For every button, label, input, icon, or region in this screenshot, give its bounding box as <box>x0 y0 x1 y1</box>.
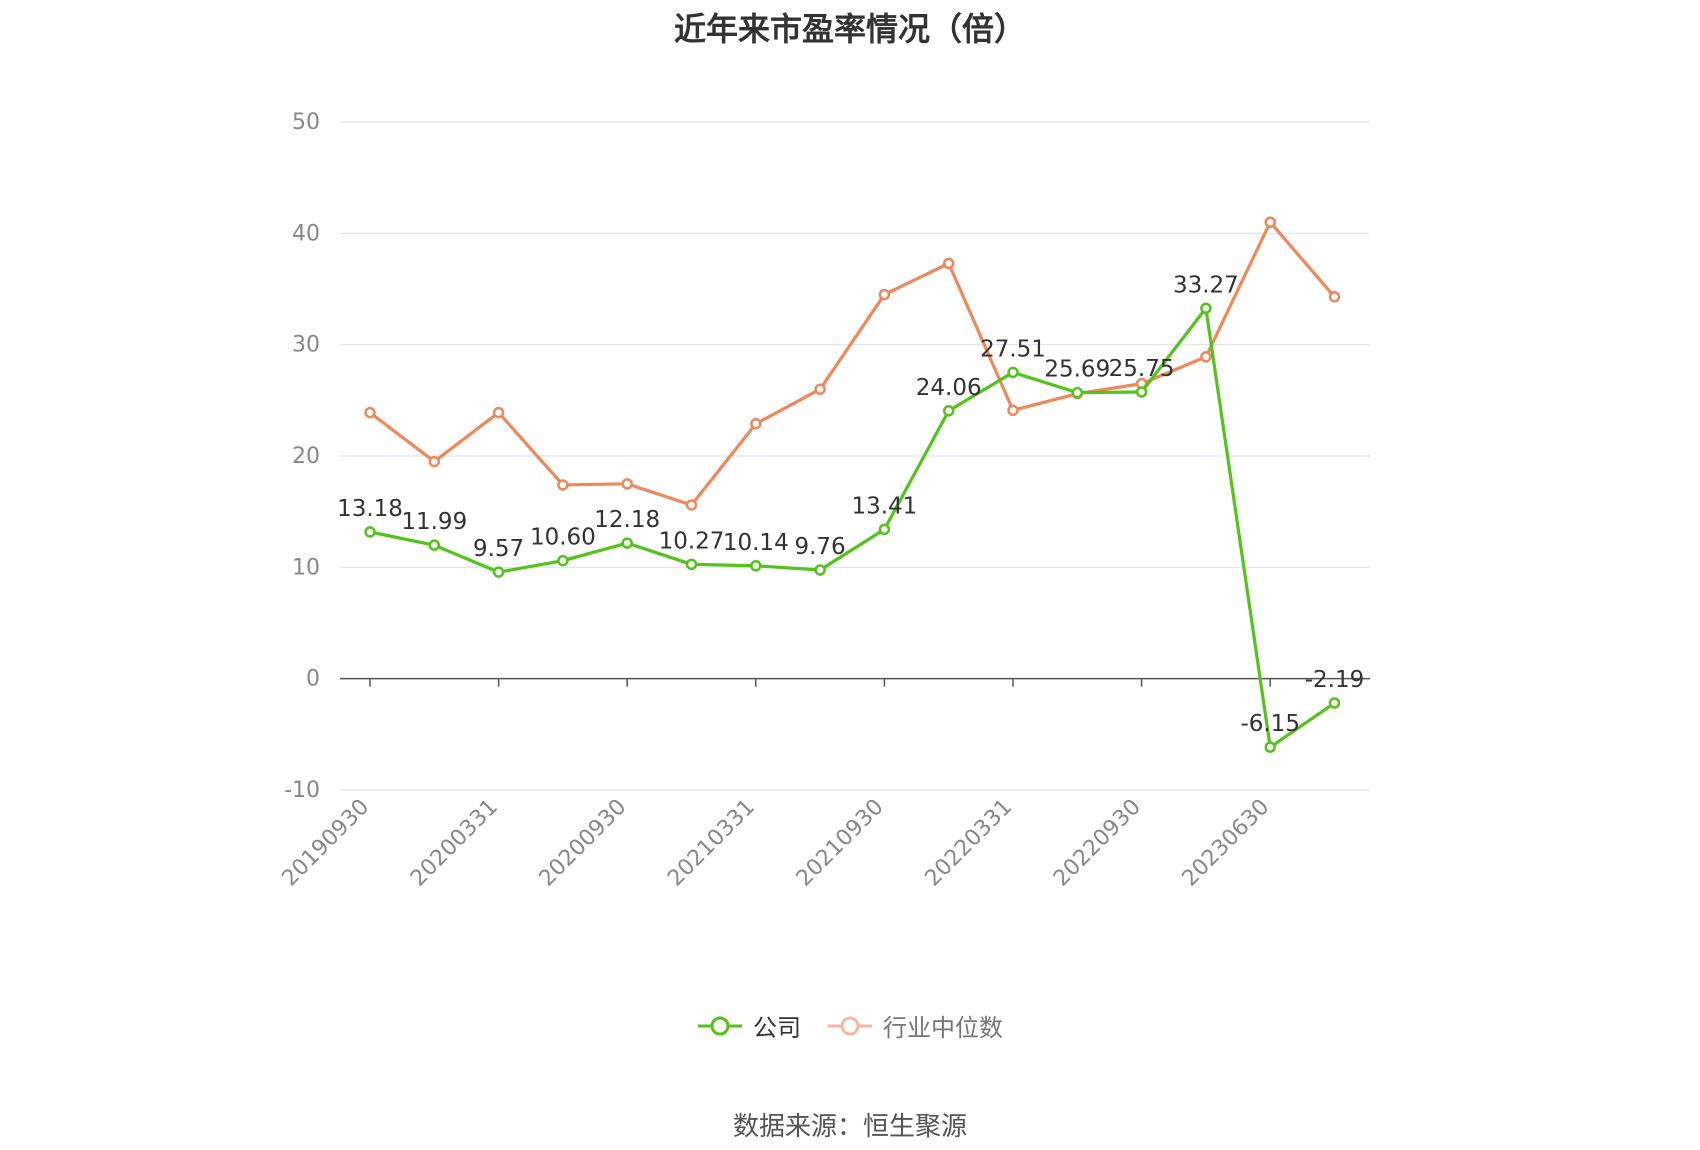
data-point-1 <box>1200 351 1212 363</box>
data-point-1 <box>621 478 633 490</box>
data-label: 24.06 <box>916 375 982 401</box>
data-point-0 <box>750 560 762 572</box>
data-point-0 <box>685 558 698 571</box>
data-point-0 <box>1007 366 1019 379</box>
legend-item-company[interactable]: 公司 <box>697 1008 801 1043</box>
data-label: 12.18 <box>594 507 660 533</box>
data-label: 25.69 <box>1044 357 1110 383</box>
grid <box>340 121 1370 791</box>
x-tick-label: 20220331 <box>920 795 1017 892</box>
legend-label-company: 公司 <box>753 1014 801 1042</box>
data-label: 27.51 <box>980 336 1046 362</box>
data-point-1 <box>750 417 762 430</box>
data-point-0 <box>942 405 955 417</box>
data-point-1 <box>1007 404 1019 417</box>
data-label: 9.57 <box>473 536 524 562</box>
y-tick-label: 30 <box>292 333 320 358</box>
x-tick-label: 20220930 <box>1049 795 1146 892</box>
data-point-0 <box>1264 741 1276 753</box>
data-label: 9.76 <box>794 534 845 560</box>
data-point-1 <box>942 257 955 270</box>
industry-legend-icon <box>828 1016 872 1035</box>
data-label: 10.27 <box>659 528 725 554</box>
data-point-0 <box>492 566 505 578</box>
data-label: 13.41 <box>851 493 917 519</box>
data-point-1 <box>557 479 569 491</box>
x-tick-label: 20210930 <box>792 795 889 892</box>
data-point-0 <box>1328 697 1341 709</box>
data-point-0 <box>1135 386 1148 398</box>
data-point-0 <box>557 554 569 567</box>
data-label: -6.15 <box>1240 711 1300 737</box>
data-point-1 <box>1328 291 1341 303</box>
data-source: 数据来源：恒生聚源 <box>732 1112 967 1142</box>
data-label: 10.14 <box>723 530 789 556</box>
x-tick-label: 20190930 <box>277 795 374 892</box>
series-line-1 <box>369 220 1336 507</box>
data-point-1 <box>1264 216 1276 228</box>
series <box>364 216 1341 753</box>
company-legend-icon <box>698 1016 742 1035</box>
data-point-0 <box>621 537 633 549</box>
data-point-0 <box>1200 302 1212 315</box>
data-point-1 <box>685 499 698 511</box>
data-point-0 <box>878 523 891 536</box>
data-point-0 <box>364 526 376 538</box>
data-label: 33.27 <box>1173 272 1239 298</box>
data-point-1 <box>364 406 376 419</box>
data-point-1 <box>878 288 891 301</box>
line-chart: -10 0 10 20 30 40 50 20190930 20200331 20200930 20… <box>277 110 1370 891</box>
data-point-0 <box>428 539 441 551</box>
y-tick-label: 50 <box>292 110 320 135</box>
x-tick-label: 20210331 <box>663 795 760 892</box>
y-tick-label: -10 <box>284 778 320 803</box>
series-line-0 <box>369 306 1336 749</box>
data-point-0 <box>814 564 826 576</box>
data-point-1 <box>492 406 505 419</box>
y-tick-label: 10 <box>292 555 320 580</box>
y-tick-label: 40 <box>292 221 320 246</box>
data-label: 10.60 <box>530 525 596 551</box>
legend-label-industry: 行业中位数 <box>883 1014 1003 1042</box>
data-point-1 <box>428 455 441 468</box>
data-point-1 <box>814 383 826 395</box>
data-label: 13.18 <box>337 496 403 522</box>
axes: -10 0 10 20 30 40 50 20190930 20200331 20200930 20… <box>277 110 1370 891</box>
x-tick-label: 20200331 <box>406 795 503 892</box>
y-tick-label: 0 <box>306 667 320 692</box>
legend: 公司 行业中位数 <box>0 1008 1700 1043</box>
data-label: -2.19 <box>1305 667 1365 693</box>
x-tick-label: 20200930 <box>535 795 632 892</box>
data-label: 25.75 <box>1109 356 1175 382</box>
data-label: 11.99 <box>401 509 467 535</box>
chart-title: 近年来市盈率情况（倍） <box>673 10 1026 48</box>
data-point-0 <box>1071 386 1084 399</box>
legend-item-industry[interactable]: 行业中位数 <box>827 1008 1003 1043</box>
y-tick-label: 20 <box>292 444 320 469</box>
x-tick-label: 20230630 <box>1178 795 1275 892</box>
